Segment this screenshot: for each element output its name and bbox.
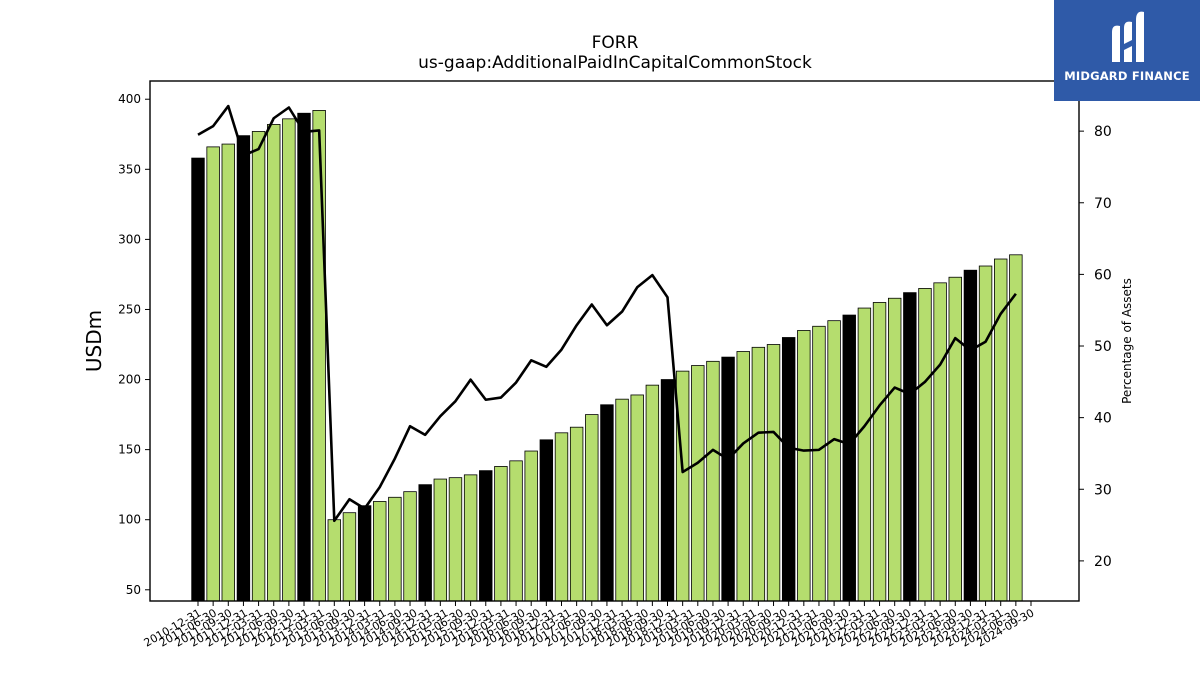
bar-2010-12-31 <box>191 157 205 602</box>
bar-2012-09-30 <box>297 112 311 602</box>
bar-2021-03-31 <box>812 325 826 602</box>
bar-2014-09-30 <box>418 484 432 602</box>
bar-2020-03-31 <box>751 346 766 602</box>
bar-2020-06-30 <box>766 344 781 602</box>
bar-series <box>191 110 1023 602</box>
bar-2012-03-31 <box>267 124 281 602</box>
bar-2023-03-31 <box>933 282 947 602</box>
bar-2022-03-31 <box>872 302 887 602</box>
right-y-axis-label: Percentage of Assets <box>1120 278 1134 404</box>
chart-subtitle: us-gaap:AdditionalPaidInCapitalCommonSto… <box>418 53 812 73</box>
bar-2024-03-31 <box>994 258 1008 602</box>
left-y-tick-label: 300 <box>118 232 141 246</box>
bar-2012-12-31 <box>312 110 326 602</box>
bar-2013-09-30 <box>357 505 372 602</box>
bar-2015-06-30 <box>463 474 478 602</box>
left-y-tick-label: 50 <box>126 583 141 597</box>
right-y-tick-label: 70 <box>1094 196 1112 212</box>
bar-2012-06-30 <box>282 118 296 602</box>
right-y-tick-label: 50 <box>1094 339 1112 355</box>
bar-2023-09-30 <box>963 269 978 602</box>
x-axis: 2010-12-312011-06-302011-09-302011-12-31… <box>142 601 1037 650</box>
bar-2020-12-31 <box>797 330 811 602</box>
bar-2016-03-31 <box>509 460 523 602</box>
bar-2017-06-30 <box>585 414 599 602</box>
bar-2018-09-30 <box>660 379 675 602</box>
left-y-tick-label: 250 <box>118 302 141 316</box>
bar-2011-06-30 <box>221 143 235 602</box>
right-y-tick-label: 40 <box>1094 411 1112 427</box>
bar-2019-06-30 <box>706 360 720 602</box>
bar-2013-12-31 <box>373 501 387 602</box>
logo-text: MIDGARD FINANCE <box>1064 69 1190 83</box>
left-y-tick-label: 350 <box>118 162 141 176</box>
bar-2022-09-30 <box>903 292 917 602</box>
left-y-axis: 50 100 150 200 250 300 350 400 <box>118 92 150 597</box>
bar-2018-03-31 <box>630 394 644 602</box>
left-y-tick-label: 150 <box>118 443 141 457</box>
bar-2023-12-31 <box>978 265 993 602</box>
bar-2014-03-31 <box>388 496 402 602</box>
bar-2011-09-30 <box>236 135 251 602</box>
bar-2021-09-30 <box>842 314 856 602</box>
bar-2018-12-31 <box>675 370 690 602</box>
right-y-tick-label: 30 <box>1094 482 1112 498</box>
chart-title: FORR <box>592 33 639 53</box>
right-y-tick-label: 20 <box>1094 554 1112 570</box>
bar-2015-12-31 <box>494 466 508 602</box>
right-y-tick-label: 60 <box>1094 267 1112 283</box>
bar-2015-03-31 <box>448 477 463 602</box>
bar-2023-06-30 <box>948 276 962 602</box>
bar-2021-12-31 <box>857 307 872 602</box>
bar-2019-12-31 <box>736 351 750 602</box>
left-y-tick-label: 400 <box>118 92 141 106</box>
bar-2017-12-31 <box>615 398 629 602</box>
bar-2024-06-30 <box>1009 254 1023 602</box>
bar-2022-06-30 <box>887 297 902 602</box>
bar-2014-06-30 <box>403 491 417 602</box>
bar-2016-06-30 <box>524 450 538 602</box>
bar-2021-06-30 <box>827 320 841 602</box>
bar-2013-06-30 <box>342 512 357 602</box>
bar-2020-09-30 <box>781 337 796 602</box>
midgard-finance-logo: MIDGARD FINANCE <box>1054 0 1200 101</box>
bar-2017-03-31 <box>569 426 584 602</box>
bar-2018-06-30 <box>645 384 660 602</box>
left-y-axis-label: USDm <box>82 310 106 372</box>
bar-2011-12-31 <box>251 131 266 602</box>
bar-2014-12-31 <box>433 478 448 602</box>
bar-2015-09-30 <box>479 470 493 602</box>
bar-2013-03-31 <box>327 519 342 602</box>
bar-2016-12-31 <box>554 432 569 602</box>
bar-2016-09-30 <box>539 439 554 602</box>
midgard-finance-logo-icon <box>1112 11 1144 63</box>
bar-2019-09-30 <box>721 356 735 602</box>
bar-2011-03-31 <box>206 146 220 602</box>
left-y-tick-label: 100 <box>118 513 141 527</box>
right-y-axis: 20 30 40 50 60 70 80 <box>1079 124 1112 570</box>
percentage-of-assets-line <box>197 104 1017 523</box>
bar-2019-03-31 <box>691 365 705 602</box>
bar-2022-12-31 <box>918 288 932 602</box>
plot-frame <box>149 80 1080 602</box>
bar-2017-09-30 <box>600 404 614 602</box>
right-y-tick-label: 80 <box>1094 124 1112 140</box>
left-y-tick-label: 200 <box>118 373 141 387</box>
